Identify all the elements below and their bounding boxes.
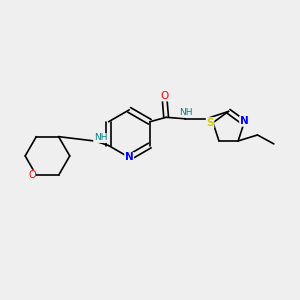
Text: S: S	[206, 118, 214, 128]
Text: N: N	[125, 152, 134, 162]
Text: NH: NH	[94, 134, 107, 142]
Text: O: O	[160, 91, 169, 101]
Text: O: O	[28, 170, 36, 180]
Text: N: N	[240, 116, 248, 126]
Text: NH: NH	[179, 108, 192, 117]
